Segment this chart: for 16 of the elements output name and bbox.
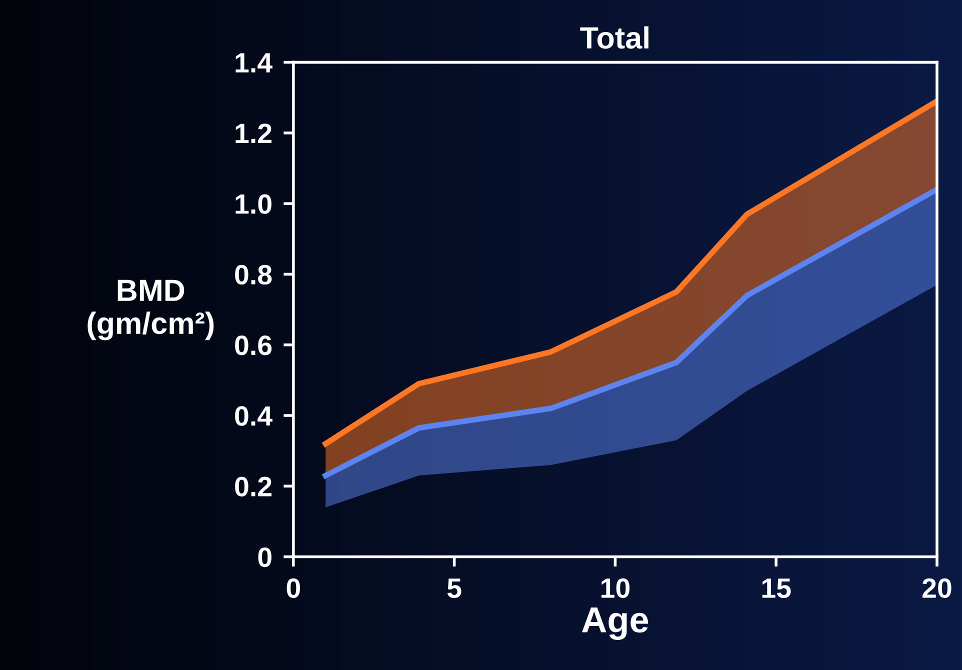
- x-tick-label: 10: [602, 578, 630, 598]
- y-tick-label: 1.0: [236, 194, 272, 214]
- y-tick-label: 1.4: [236, 53, 272, 72]
- y-tick-label: 0: [258, 547, 272, 568]
- x-tick-label: 20: [922, 578, 952, 598]
- y-tick-label: 0.6: [235, 336, 272, 356]
- x-tick-label: 5: [447, 578, 462, 598]
- y-tick-label: 0.4: [235, 406, 272, 426]
- chart-title: Total: [580, 26, 648, 49]
- x-tick-label: 15: [762, 578, 791, 598]
- x-tick-label: 0: [286, 578, 300, 598]
- y-tick-label: 1.2: [236, 124, 272, 144]
- y-tick-label: 0.2: [235, 476, 272, 496]
- y-tick-label: 0.8: [235, 264, 272, 285]
- x-axis-title: Age: [582, 607, 648, 640]
- y-axis-title: BMD (gm/cm²): [88, 280, 214, 340]
